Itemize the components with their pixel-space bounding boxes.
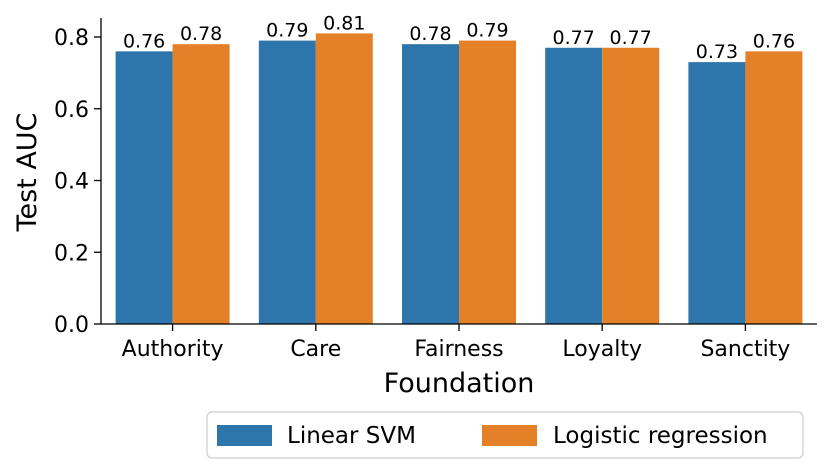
x-tick-label: Sanctity	[700, 337, 790, 362]
bar-value-label: 0.76	[753, 30, 795, 52]
y-tick-label: 0.0	[54, 313, 89, 338]
x-tick-label: Care	[290, 337, 341, 362]
legend-label: Logistic regression	[553, 423, 768, 449]
bar-value-label: 0.73	[696, 41, 738, 63]
bar-linear-svm-authority	[115, 51, 173, 324]
legend-swatch-linear-svm	[217, 425, 272, 446]
data-labels-group: 0.76 0.78 0.79 0.81 0.78 0.79 0.77 0.77 0.73 0.76	[123, 12, 795, 63]
y-tick-label: 0.2	[54, 241, 89, 266]
bar-value-label: 0.78	[409, 23, 451, 45]
bar-linear-svm-care	[258, 40, 316, 325]
bar-value-label: 0.77	[610, 27, 652, 49]
bar-value-label: 0.78	[180, 23, 222, 45]
y-ticks-group: 0.0 0.2 0.4 0.6 0.8	[54, 26, 101, 338]
bar-linear-svm-loyalty	[545, 47, 603, 324]
bar-value-label: 0.76	[123, 30, 165, 52]
x-axis-title: Foundation	[384, 368, 535, 399]
y-axis-title: Test AUC	[12, 113, 43, 233]
y-tick-label: 0.8	[54, 26, 89, 51]
x-tick-label: Loyalty	[562, 337, 642, 362]
bar-logistic-regression-loyalty	[602, 47, 660, 324]
legend: Linear SVM Logistic regression	[206, 411, 804, 459]
y-tick-label: 0.4	[54, 170, 89, 195]
bar-logistic-regression-care	[315, 33, 373, 324]
bars-group	[115, 33, 803, 325]
bar-linear-svm-sanctity	[688, 62, 746, 325]
bar-value-label: 0.79	[266, 20, 308, 42]
bar-value-label: 0.77	[553, 27, 595, 49]
bar-logistic-regression-fairness	[459, 40, 516, 325]
bar-logistic-regression-authority	[172, 44, 230, 325]
x-tick-label: Fairness	[414, 337, 503, 362]
bar-linear-svm-fairness	[402, 44, 459, 325]
x-tick-label: Authority	[122, 337, 224, 362]
legend-label: Linear SVM	[287, 423, 416, 449]
legend-swatch-logistic-regression	[482, 425, 537, 446]
x-ticks-group: Authority Care Fairness Loyalty Sanctity	[122, 324, 790, 362]
bar-value-label: 0.79	[466, 20, 508, 42]
bar-value-label: 0.81	[323, 12, 365, 34]
y-tick-label: 0.6	[54, 98, 89, 123]
bar-logistic-regression-sanctity	[745, 51, 803, 324]
